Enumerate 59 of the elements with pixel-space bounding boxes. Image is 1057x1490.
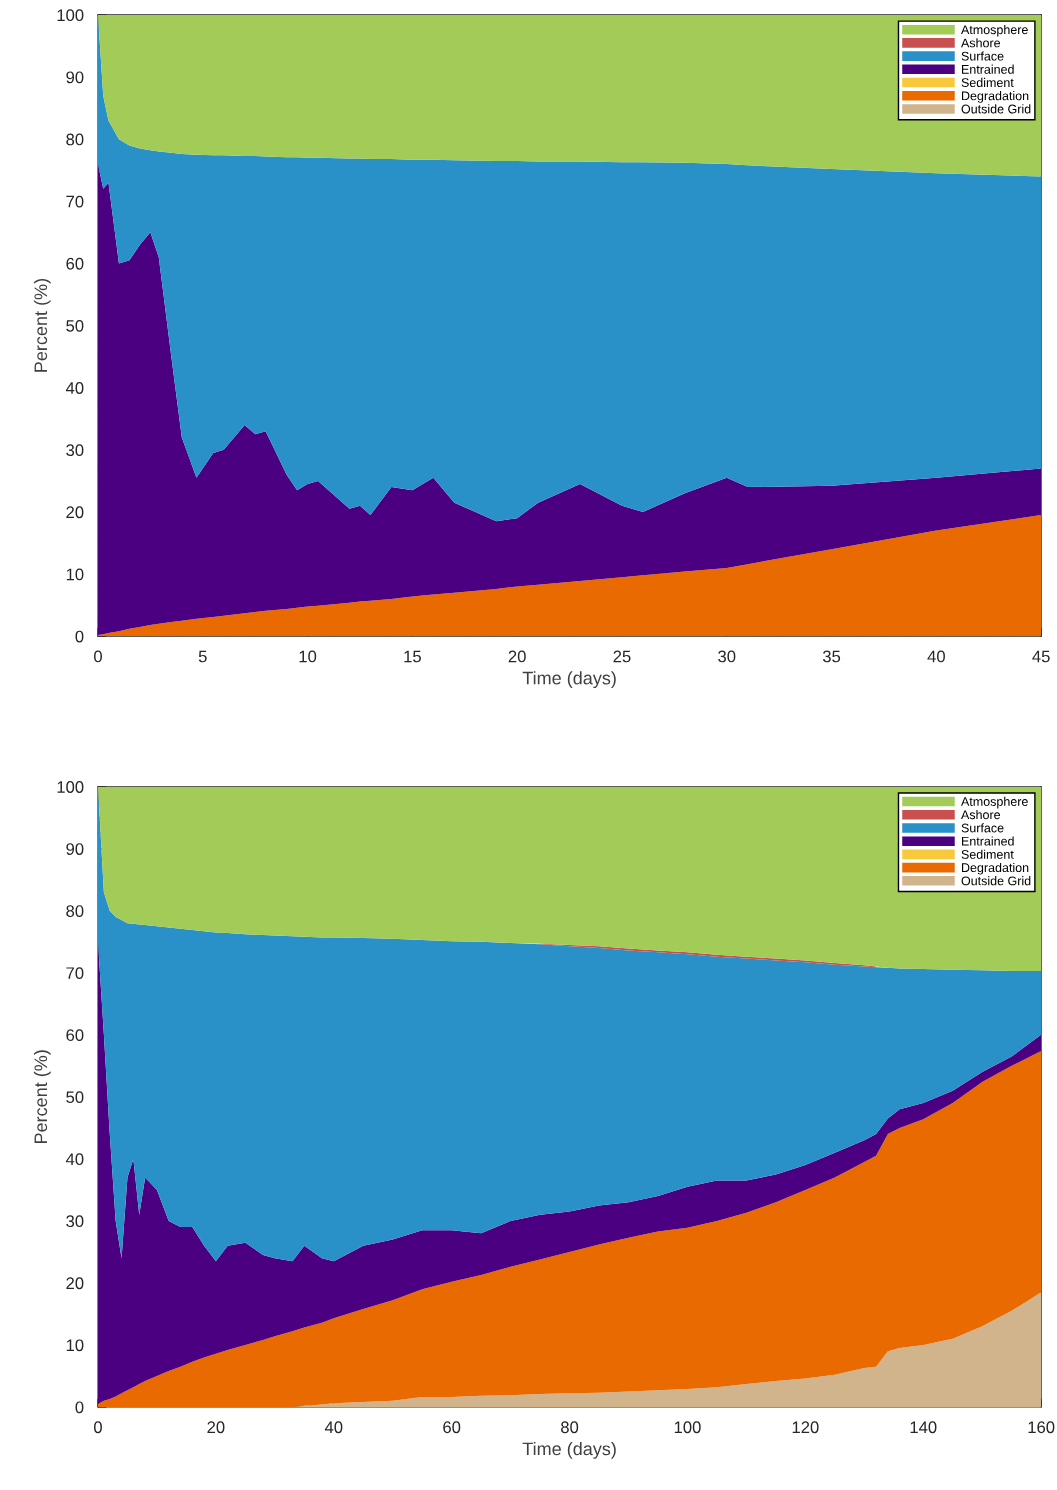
y-tick-label: 60 <box>66 1029 84 1042</box>
y-tick-label: 0 <box>75 630 84 643</box>
x-tick-label: 40 <box>324 1421 343 1434</box>
legend-label: Degradation <box>962 91 1029 103</box>
x-tick-label: 45 <box>1032 650 1050 663</box>
legend-label: Entrained <box>962 836 1014 846</box>
y-tick-label: 70 <box>66 195 84 208</box>
legend-label: Surface <box>961 51 1004 61</box>
x-axis-title: Time (days) <box>522 1441 616 1459</box>
y-tick-label: 30 <box>66 444 84 457</box>
y-tick-label: 20 <box>66 1277 84 1290</box>
x-tick-label: 20 <box>508 650 526 663</box>
y-tick-label: 100 <box>57 781 84 793</box>
legend-label: Outside Grid <box>961 104 1031 114</box>
y-tick-label: 100 <box>57 9 84 22</box>
x-axis-title: Time (days) <box>522 671 616 689</box>
legend-label: Surface <box>961 823 1004 833</box>
y-tick-label: 10 <box>66 1339 84 1352</box>
y-tick-label: 20 <box>66 506 84 519</box>
x-tick-label: 40 <box>927 650 945 663</box>
y-tick-label: 40 <box>65 382 84 394</box>
legend-label: Sediment <box>961 77 1014 88</box>
x-tick-label: 80 <box>561 1421 579 1434</box>
y-axis-title: Percent (%) <box>33 1050 51 1144</box>
legend-label: Degradation <box>962 862 1029 875</box>
x-tick-label: 120 <box>792 1421 819 1434</box>
x-tick-label: 20 <box>207 1421 225 1434</box>
y-axis-title: Percent (%) <box>33 279 51 372</box>
y-tick-label: 40 <box>65 1153 84 1166</box>
x-tick-label: 10 <box>299 650 317 663</box>
legend-label: Outside Grid <box>961 876 1031 886</box>
series-label: Atmosphere <box>961 796 1028 809</box>
x-tick-label: 15 <box>404 650 421 663</box>
x-tick-label: 160 <box>1028 1421 1055 1434</box>
legend-label: Ashore <box>961 810 1001 820</box>
legend-label: Entrained <box>962 64 1014 74</box>
y-tick-label: 10 <box>66 568 84 581</box>
y-tick-label: 80 <box>66 905 84 917</box>
y-tick-label: 90 <box>66 71 84 84</box>
x-tick-label: 0 <box>94 650 102 663</box>
y-tick-label: 50 <box>66 319 84 332</box>
y-tick-label: 0 <box>75 1401 84 1414</box>
y-tick-label: 90 <box>66 843 84 855</box>
y-tick-label: 60 <box>66 257 84 270</box>
legend-label: Ashore <box>961 38 1001 48</box>
y-tick-label: 70 <box>66 967 84 980</box>
x-tick-label: 60 <box>443 1421 461 1434</box>
x-tick-label: 100 <box>674 1421 701 1434</box>
x-tick-label: 30 <box>718 650 736 663</box>
x-tick-label: 5 <box>198 650 207 663</box>
x-tick-label: 25 <box>613 650 631 663</box>
legend-label: Atmosphere <box>961 24 1028 37</box>
y-tick-label: 50 <box>66 1091 84 1104</box>
x-tick-label: 35 <box>822 650 841 663</box>
legend-label: Sediment <box>961 849 1014 859</box>
y-tick-label: 80 <box>66 133 84 146</box>
y-tick-label: 30 <box>66 1215 84 1228</box>
x-tick-label: 140 <box>910 1421 937 1434</box>
x-tick-label: 0 <box>94 1421 102 1434</box>
